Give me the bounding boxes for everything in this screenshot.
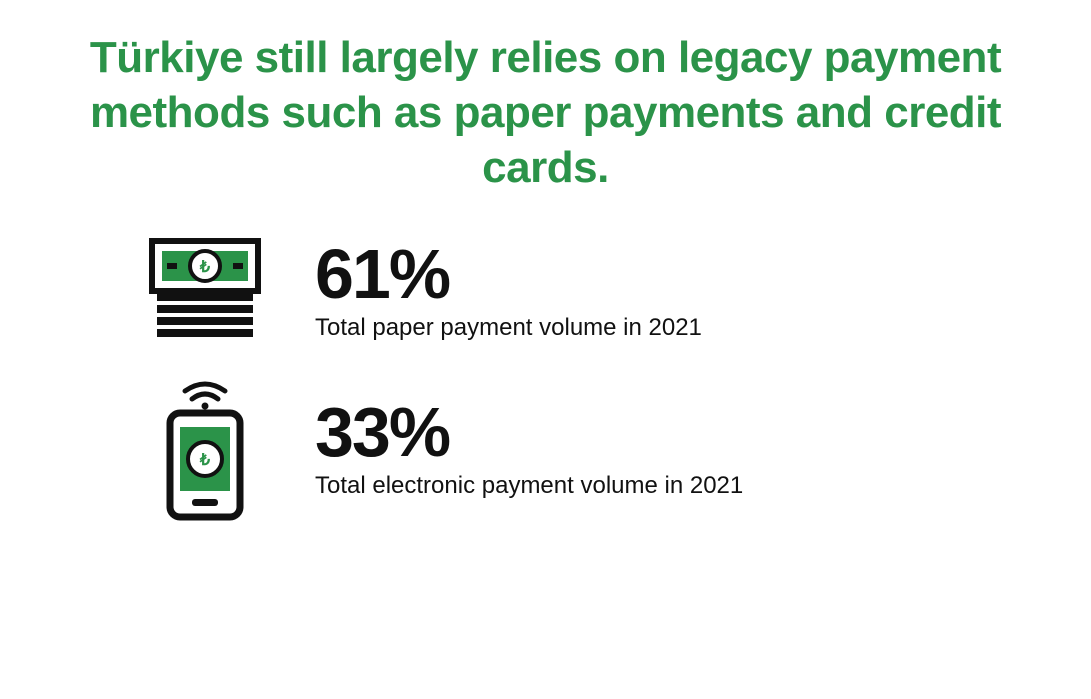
stat-value-electronic: 33% bbox=[315, 396, 743, 470]
stat-row-electronic: ₺ 33% Total electronic payment volume in… bbox=[135, 373, 1026, 523]
stat-caption-electronic: Total electronic payment volume in 2021 bbox=[315, 472, 743, 500]
mobile-payment-icon: ₺ bbox=[135, 373, 275, 523]
stat-row-paper: ₺ 61% Total paper payment volume in 2021 bbox=[135, 235, 1026, 345]
stat-text-electronic: 33% Total electronic payment volume in 2… bbox=[315, 396, 743, 500]
headline: Türkiye still largely relies on legacy p… bbox=[65, 30, 1026, 195]
cash-stack-icon: ₺ bbox=[135, 235, 275, 345]
svg-text:₺: ₺ bbox=[199, 259, 211, 276]
stat-value-paper: 61% bbox=[315, 238, 702, 312]
stat-text-paper: 61% Total paper payment volume in 2021 bbox=[315, 238, 702, 342]
stats-container: ₺ 61% Total paper payment volume in 2021 bbox=[65, 235, 1026, 523]
svg-text:₺: ₺ bbox=[199, 452, 211, 469]
stat-caption-paper: Total paper payment volume in 2021 bbox=[315, 314, 702, 342]
